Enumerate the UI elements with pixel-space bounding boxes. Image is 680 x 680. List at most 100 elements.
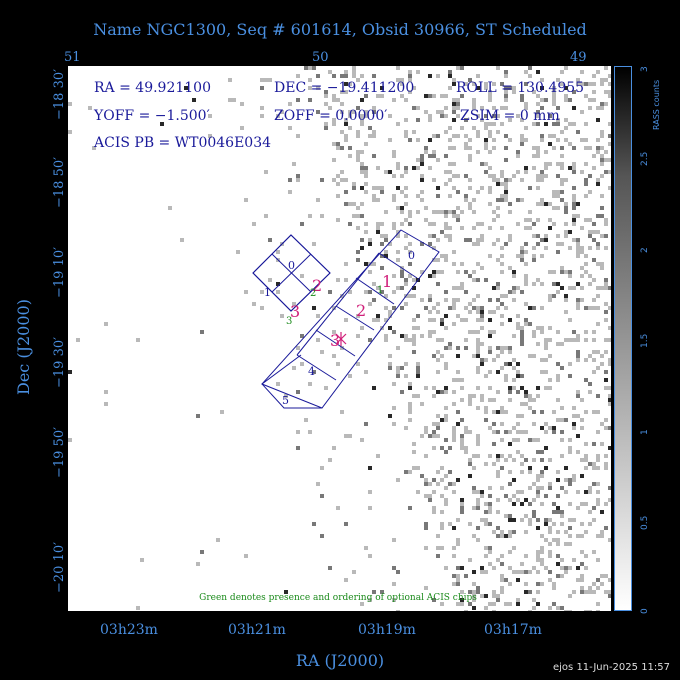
count-pixel <box>280 110 284 114</box>
count-pixel <box>384 210 388 214</box>
count-pixel <box>476 498 480 502</box>
count-pixel <box>356 206 360 210</box>
count-pixel <box>520 334 524 338</box>
count-pixel <box>568 438 572 442</box>
count-pixel <box>404 374 408 378</box>
count-pixel <box>444 182 448 186</box>
count-pixel <box>432 270 436 274</box>
count-pixel <box>452 214 456 218</box>
count-pixel <box>444 314 448 318</box>
count-pixel <box>424 218 428 222</box>
count-pixel <box>424 110 428 114</box>
count-pixel <box>568 374 572 378</box>
count-pixel <box>560 486 564 490</box>
count-pixel <box>564 94 568 98</box>
count-pixel <box>608 398 611 402</box>
count-pixel <box>492 398 496 402</box>
count-pixel <box>420 190 424 194</box>
count-pixel <box>500 254 504 258</box>
count-pixel <box>404 338 408 342</box>
count-pixel <box>560 566 564 570</box>
count-pixel <box>532 334 536 338</box>
count-pixel <box>436 74 440 78</box>
count-pixel <box>484 510 488 514</box>
count-pixel <box>488 454 492 458</box>
count-pixel <box>516 154 520 158</box>
count-pixel <box>580 418 584 422</box>
count-pixel <box>524 498 528 502</box>
count-pixel <box>524 514 528 518</box>
count-pixel <box>372 134 376 138</box>
count-pixel <box>404 98 408 102</box>
count-pixel <box>424 426 428 430</box>
count-pixel <box>576 238 580 242</box>
count-pixel <box>400 306 404 310</box>
count-pixel <box>608 498 611 502</box>
count-pixel <box>544 538 548 542</box>
count-pixel <box>588 522 592 526</box>
count-pixel <box>496 458 500 462</box>
count-pixel <box>540 582 544 586</box>
count-pixel <box>472 198 476 202</box>
count-pixel <box>592 238 596 242</box>
count-pixel <box>316 110 320 114</box>
count-pixel <box>480 494 484 498</box>
count-pixel <box>392 566 396 570</box>
count-pixel <box>508 442 512 446</box>
count-pixel <box>520 470 524 474</box>
count-pixel <box>396 122 400 126</box>
count-pixel <box>524 166 528 170</box>
count-pixel <box>532 606 536 610</box>
count-pixel <box>544 338 548 342</box>
count-pixel <box>452 546 456 550</box>
count-pixel <box>436 210 440 214</box>
count-pixel <box>104 402 108 406</box>
count-pixel <box>496 430 500 434</box>
count-pixel <box>376 166 380 170</box>
count-pixel <box>364 166 368 170</box>
count-pixel <box>588 610 592 611</box>
plot-title: Name NGC1300, Seq # 601614, Obsid 30966,… <box>93 20 587 39</box>
count-pixel <box>428 494 432 498</box>
count-pixel <box>68 102 72 106</box>
count-pixel <box>572 426 576 430</box>
count-pixel <box>568 450 572 454</box>
colorbar-tick: 0.5 <box>640 515 650 530</box>
count-pixel <box>348 110 352 114</box>
count-pixel <box>496 354 500 358</box>
count-pixel <box>596 350 600 354</box>
count-pixel <box>552 146 556 150</box>
count-pixel <box>472 298 476 302</box>
count-pixel <box>412 442 416 446</box>
count-pixel <box>536 518 540 522</box>
count-pixel <box>540 170 544 174</box>
count-pixel <box>568 610 572 611</box>
count-pixel <box>476 150 480 154</box>
count-pixel <box>584 490 588 494</box>
count-pixel <box>512 502 516 506</box>
count-pixel <box>344 178 348 182</box>
count-pixel <box>564 210 568 214</box>
count-pixel <box>368 338 372 342</box>
count-pixel <box>472 126 476 130</box>
count-pixel <box>540 562 544 566</box>
count-pixel <box>348 222 352 226</box>
count-pixel <box>324 90 328 94</box>
count-pixel <box>584 458 588 462</box>
count-pixel <box>460 318 464 322</box>
count-pixel <box>572 590 576 594</box>
count-pixel <box>92 146 96 150</box>
count-pixel <box>556 78 560 82</box>
count-pixel <box>348 126 352 130</box>
count-pixel <box>508 138 512 142</box>
count-pixel <box>196 562 200 566</box>
count-pixel <box>548 458 552 462</box>
count-pixel <box>544 238 548 242</box>
count-pixel <box>596 578 600 582</box>
count-pixel <box>536 558 540 562</box>
count-pixel <box>520 342 524 346</box>
chip-label: 4 <box>308 365 315 378</box>
count-pixel <box>392 98 396 102</box>
count-pixel <box>580 398 584 402</box>
count-pixel <box>556 362 560 366</box>
